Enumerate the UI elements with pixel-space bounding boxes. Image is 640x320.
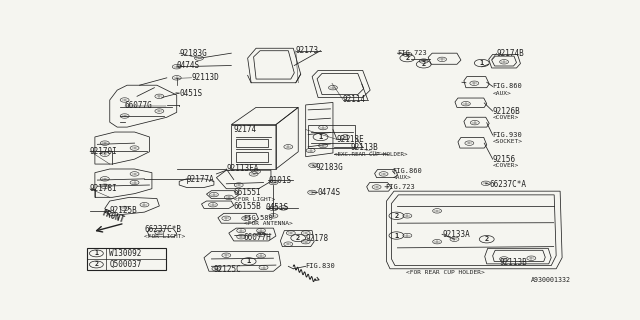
Text: 1: 1 [394,233,399,238]
Text: 1: 1 [319,134,323,140]
Text: 0474S: 0474S [177,61,200,70]
Text: 66237C*B: 66237C*B [145,225,182,234]
Text: <AUX>: <AUX> [493,91,511,96]
Text: 0474S: 0474S [317,188,340,197]
Text: 92126B: 92126B [493,107,520,116]
Text: FRONT: FRONT [101,208,125,224]
Text: <SOCKET>: <SOCKET> [493,139,523,144]
Text: 92183G: 92183G [316,163,343,172]
Text: 66155I: 66155I [234,188,262,197]
Text: 66077G: 66077G [125,101,152,110]
Text: 92173: 92173 [296,46,319,55]
Text: <COVER>: <COVER> [493,163,519,168]
Text: 92156: 92156 [493,155,516,164]
Text: 0451S: 0451S [266,204,289,212]
Text: 92170I: 92170I [90,147,118,156]
Text: FIG.860: FIG.860 [493,84,522,90]
Text: 1: 1 [246,258,251,264]
Text: 92113FA: 92113FA [227,164,259,173]
Text: 92114: 92114 [343,95,366,104]
Text: 92178: 92178 [306,234,329,243]
Text: 66077H: 66077H [244,233,271,242]
Text: 2: 2 [405,55,410,61]
Bar [87,248,166,270]
Text: 1: 1 [94,250,99,256]
Text: <COVER>: <COVER> [493,115,519,120]
Text: FIG.930: FIG.930 [493,132,522,138]
Text: A930001332: A930001332 [531,277,572,283]
Text: 92125C: 92125C [214,265,242,274]
Text: FIG.580: FIG.580 [244,214,273,220]
Text: 92125B: 92125B [110,206,138,215]
Text: 92113B: 92113B [350,143,378,152]
Text: 2: 2 [94,261,99,268]
Text: <FOR LIGHT>: <FOR LIGHT> [145,234,186,238]
Text: FIG.723: FIG.723 [385,184,415,190]
Text: <FOR LIGHT>: <FOR LIGHT> [234,196,275,202]
Text: 66237C*A: 66237C*A [489,180,526,189]
Text: <EXC.REAR CUP HOLDER>: <EXC.REAR CUP HOLDER> [334,152,408,157]
Text: <FOR REAR CUP HOLDER>: <FOR REAR CUP HOLDER> [406,270,485,276]
Text: 92133A: 92133A [442,230,470,239]
Text: 92113E: 92113E [337,135,365,144]
Text: Q500037: Q500037 [109,260,141,269]
Text: 2: 2 [394,213,399,219]
Text: 92177A: 92177A [187,175,214,184]
Text: 92113B: 92113B [499,258,527,267]
Text: 92183G: 92183G [179,49,207,58]
Text: 92174: 92174 [234,125,257,134]
Text: FIG.830: FIG.830 [306,263,335,269]
Text: FIG.723: FIG.723 [397,50,427,56]
Text: 92174B: 92174B [497,49,524,58]
Text: FIG.860: FIG.860 [392,168,422,174]
Text: <FOR ANTENNA>: <FOR ANTENNA> [244,221,292,226]
Text: <AUX>: <AUX> [392,175,412,180]
Text: 0451S: 0451S [179,89,202,98]
Text: 2: 2 [296,235,300,241]
Text: W130092: W130092 [109,249,141,258]
Text: 92113D: 92113D [191,73,220,82]
Text: 2: 2 [484,236,489,242]
Text: 92178I: 92178I [90,184,118,193]
Text: 0101S: 0101S [269,176,292,185]
Text: 1: 1 [479,60,484,66]
Text: 2: 2 [422,61,426,67]
Text: 66155B: 66155B [234,202,262,211]
